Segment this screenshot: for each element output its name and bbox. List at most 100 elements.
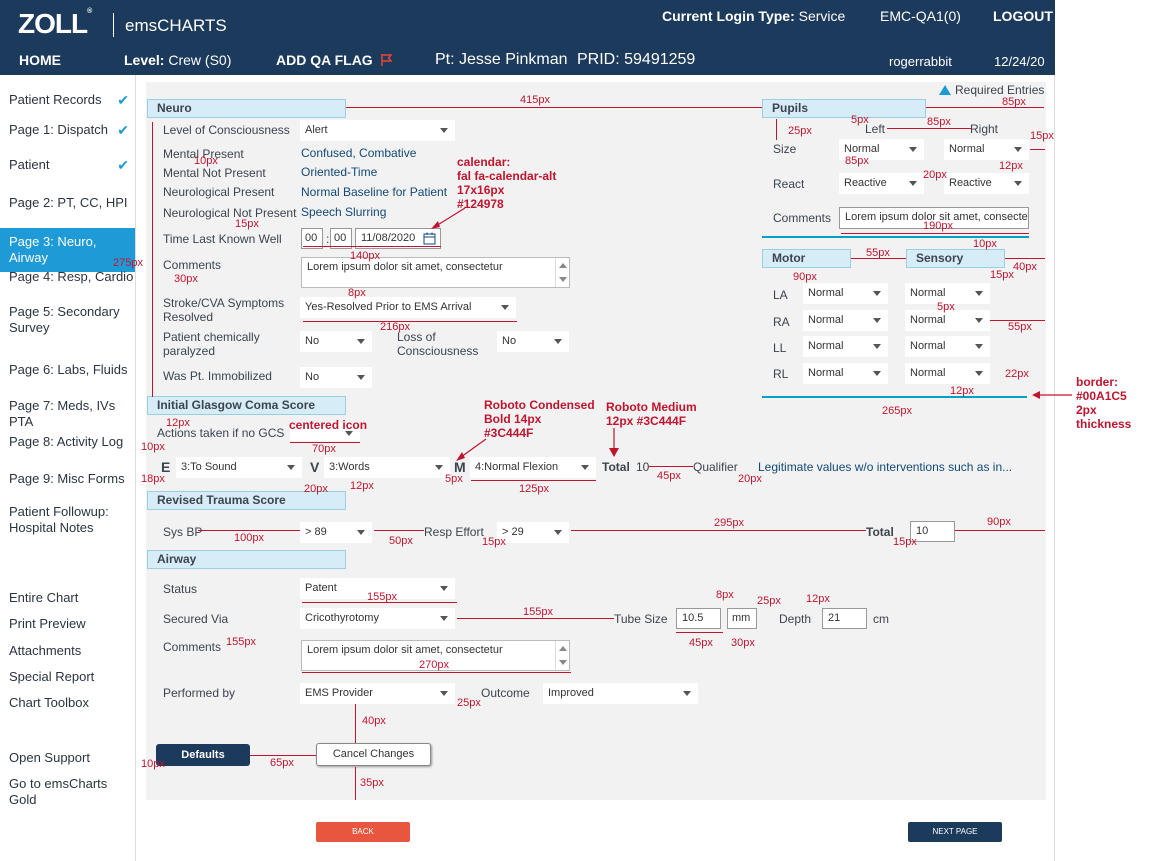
airway-comments-textarea[interactable]: Lorem ipsum dolor sit amet, consectetur <box>301 640 570 671</box>
cancel-changes-button[interactable]: Cancel Changes <box>316 743 431 766</box>
spec-label: 20px <box>738 473 762 485</box>
sidebar-item-page1[interactable]: Page 1: Dispatch ✔ <box>9 122 129 138</box>
spec-line <box>374 530 424 531</box>
warning-icon <box>939 85 951 95</box>
pupils-comments-input[interactable]: Lorem ipsum dolor sit amet, consectetur <box>839 207 1029 229</box>
la-motor-select[interactable]: Normal <box>803 283 888 304</box>
tube-size-input[interactable]: 10.5 <box>676 608 721 629</box>
sysbp-select[interactable]: > 89 <box>300 522 372 543</box>
textarea-scrollbar[interactable] <box>555 258 569 287</box>
sidebar-item-page8[interactable]: Page 8: Activity Log <box>9 434 124 449</box>
pupils-react-left-select[interactable]: Reactive <box>839 173 924 194</box>
secured-via-select[interactable]: Cricothyrotomy <box>300 608 455 629</box>
prid-value: 59491259 <box>624 51 696 68</box>
sidebar-item-page5[interactable]: Page 5: Secondary Survey <box>9 304 120 335</box>
mental-present-value[interactable]: Confused, Combative <box>301 146 417 160</box>
sidebar-item-page9[interactable]: Page 9: Misc Forms <box>9 471 125 486</box>
sidebar-item-page2[interactable]: Page 2: PT, CC, HPI <box>9 195 128 210</box>
next-page-button[interactable]: NEXT PAGE <box>908 822 1002 842</box>
sidebar-item-patient[interactable]: Patient ✔ <box>9 157 129 173</box>
tlkw-minute-input[interactable]: 00 <box>330 228 352 249</box>
sidebar-item-patient-records[interactable]: Patient Records ✔ <box>9 92 129 108</box>
ll-label: LL <box>773 341 787 355</box>
ra-sensory-select[interactable]: Normal <box>905 310 990 331</box>
motor-sensory-divider <box>762 396 1027 398</box>
mental-not-present-value[interactable]: Oriented-Time <box>301 165 378 179</box>
sidebar-open-support[interactable]: Open Support <box>9 750 90 765</box>
prid-info: PRID: 59491259 <box>577 51 695 69</box>
rl-sensory-select[interactable]: Normal <box>905 363 990 384</box>
la-sensory-select[interactable]: Normal <box>905 283 990 304</box>
defaults-button[interactable]: Defaults <box>156 744 250 766</box>
spec-label: 5px <box>445 473 463 485</box>
resp-effort-select[interactable]: > 29 <box>497 522 569 543</box>
spec-line <box>290 442 360 443</box>
ll-sensory-select[interactable]: Normal <box>905 336 990 357</box>
sidebar-item-page7[interactable]: Page 7: Meds, IVs PTA <box>9 398 116 429</box>
gcs-m-select[interactable]: 4:Normal Flexion <box>470 457 596 478</box>
spec-label: 100px <box>234 532 264 544</box>
pupils-size-left-select[interactable]: Normal <box>839 139 924 160</box>
neuro-present-value[interactable]: Normal Baseline for Patient <box>301 185 448 199</box>
performed-by-select[interactable]: EMS Provider <box>300 683 455 704</box>
immobilized-select[interactable]: No <box>300 367 372 388</box>
spec-label: 55px <box>866 247 890 259</box>
back-button[interactable]: BACK <box>316 822 410 842</box>
spec-line <box>457 618 614 619</box>
rts-total-input[interactable]: 10 <box>910 521 955 542</box>
spec-line <box>851 258 906 259</box>
gcs-e-select[interactable]: 3:To Sound <box>176 457 302 478</box>
spec-label: 12px <box>166 417 190 429</box>
outcome-select[interactable]: Improved <box>543 683 698 704</box>
tlkw-label: Time Last Known Well <box>163 232 282 246</box>
sidebar-special-report[interactable]: Special Report <box>9 669 95 684</box>
pupils-react-label: React <box>773 177 805 191</box>
spec-line <box>250 755 316 756</box>
textarea-scrollbar[interactable] <box>555 641 569 670</box>
gcs-qualifier-value[interactable]: Legitimate values w/o interventions such… <box>758 460 1013 474</box>
gcs-e-letter: E <box>161 459 171 475</box>
rl-motor-select[interactable]: Normal <box>803 363 888 384</box>
spec-label: 15px <box>482 536 506 548</box>
gcs-v-select[interactable]: 3:Words <box>324 457 450 478</box>
pupils-size-right-select[interactable]: Normal <box>944 139 1029 160</box>
sidebar-attachments[interactable]: Attachments <box>9 643 82 658</box>
spec-line <box>302 602 457 603</box>
sidebar-entire-chart[interactable]: Entire Chart <box>9 590 79 605</box>
loss-consciousness-select[interactable]: No <box>497 331 569 352</box>
home-link[interactable]: HOME <box>19 52 61 68</box>
airway-status-select[interactable]: Patent <box>300 578 455 599</box>
depth-unit: cm <box>873 612 889 626</box>
logout-link[interactable]: LOGOUT <box>993 8 1053 24</box>
paralyzed-select[interactable]: No <box>300 331 372 352</box>
spec-line <box>776 119 777 140</box>
sidebar-item-page4[interactable]: Page 4: Resp, Cardio <box>9 269 134 284</box>
calendar-spec-note: calendar: fal fa-calendar-alt 17x16px #1… <box>457 155 557 211</box>
spec-label: 15px <box>235 218 259 230</box>
sidebar-item-page6[interactable]: Page 6: Labs, Fluids <box>9 362 128 377</box>
sidebar-item-followup[interactable]: Patient Followup: Hospital Notes <box>0 504 135 536</box>
loc-select[interactable]: Alert <box>300 120 455 141</box>
ra-motor-select[interactable]: Normal <box>803 310 888 331</box>
spec-label: 415px <box>520 94 550 106</box>
pupils-section-header: Pupils <box>762 99 926 118</box>
sidebar-emscharts-gold[interactable]: Go to emsCharts Gold <box>9 776 108 807</box>
spec-label: 125px <box>519 483 549 495</box>
tlkw-date-input[interactable]: 11/08/2020 <box>355 228 441 249</box>
pupils-react-right-select[interactable]: Reactive <box>944 173 1029 194</box>
neuro-not-present-value[interactable]: Speech Slurring <box>301 205 387 219</box>
tlkw-hour-input[interactable]: 00 <box>301 228 323 249</box>
gcs-actions-select[interactable] <box>290 423 360 441</box>
sidebar-print-preview[interactable]: Print Preview <box>9 616 86 631</box>
ll-motor-select[interactable]: Normal <box>803 336 888 357</box>
sidebar-chart-toolbox[interactable]: Chart Toolbox <box>9 695 89 710</box>
account-selector[interactable]: EMC-QA1(0) <box>880 8 961 24</box>
spec-label: 275px <box>113 257 143 269</box>
stroke-select[interactable]: Yes-Resolved Prior to EMS Arrival <box>300 297 516 318</box>
neuro-comments-textarea[interactable]: Lorem ipsum dolor sit amet, consectetur <box>301 257 570 288</box>
depth-input[interactable]: 21 <box>822 608 867 629</box>
calendar-icon[interactable] <box>423 232 436 245</box>
level-label: Level: <box>124 52 165 68</box>
sidebar-item-page3[interactable]: Page 3: Neuro, Airway <box>0 228 135 272</box>
add-qa-flag-button[interactable]: ADD QA FLAG <box>276 52 394 68</box>
